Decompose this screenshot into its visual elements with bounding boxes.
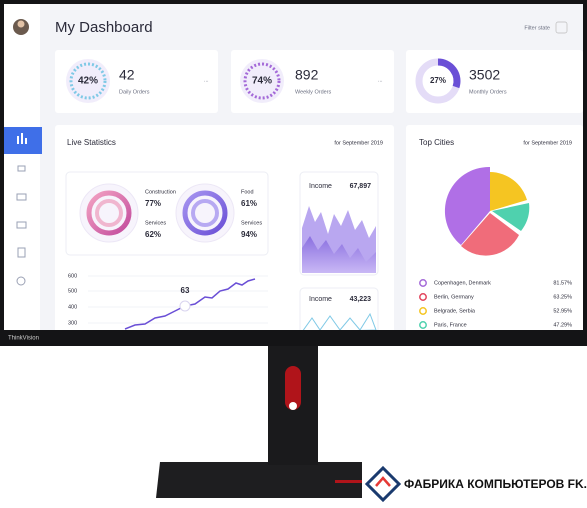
city-value: 81.57% (553, 280, 572, 286)
card-label: Daily Orders (119, 89, 150, 95)
ring-value: 61% (241, 199, 257, 208)
ring (182, 190, 228, 236)
card: 74% 892 Weekly Orders ... (231, 50, 394, 113)
area (302, 236, 376, 273)
pie-slice (490, 172, 527, 211)
card-percent: 74% (252, 76, 272, 87)
ring-label: Construction (145, 189, 176, 195)
period-select[interactable]: for September 2019 (334, 140, 383, 146)
screen: My Dashboard Filter state 42% 42 Daily O… (4, 4, 583, 330)
y-tick-label: 600 (68, 273, 77, 279)
avatar-face (17, 20, 25, 28)
ring (95, 199, 123, 227)
ring-label: Food (241, 189, 254, 195)
city-value: 63.25% (553, 294, 572, 300)
panel-title: Live Statistics (67, 138, 116, 147)
income-card (299, 287, 379, 330)
pie-slice (444, 166, 490, 245)
ring-value: 77% (145, 199, 161, 208)
ring-value: 94% (241, 230, 257, 239)
income-label: Income (309, 183, 332, 190)
nav-icon (25, 138, 27, 144)
watermark-logo (364, 465, 402, 503)
area-line (302, 312, 377, 330)
nav-icons-part[interactable] (17, 247, 26, 258)
card-value: 892 (295, 67, 319, 83)
nav-icons-part[interactable] (16, 193, 27, 201)
card-menu[interactable]: ... (204, 77, 209, 83)
watermark-text: ФАБРИКА КОМПЬЮТЕРОВ FK.BY (404, 477, 587, 491)
legend-dot (419, 293, 427, 301)
card-percent: 27% (430, 76, 446, 85)
city-value: 47.29% (553, 322, 572, 328)
y-tick-label: 300 (68, 320, 77, 326)
income-label: Income (309, 296, 332, 303)
legend-dot (419, 307, 427, 315)
grid (88, 275, 268, 324)
ring-label: Services (241, 220, 262, 226)
cable-light (289, 402, 297, 410)
card-value: 3502 (469, 67, 500, 83)
card: 27% 3502 Monthly Orders (406, 50, 583, 113)
card-label: Monthly Orders (469, 89, 507, 95)
filter-label[interactable]: Filter state (524, 25, 550, 31)
legend-dot (419, 279, 427, 287)
base-accent (335, 480, 365, 483)
card-value: 42 (119, 67, 135, 83)
panel-title: Top Cities (419, 138, 454, 147)
y-tick-label: 500 (68, 288, 77, 294)
income-value: 67,897 (350, 183, 372, 190)
income-value: 43,223 (350, 296, 372, 303)
city-name: Paris, France (434, 322, 467, 328)
nav-icon (17, 136, 19, 144)
nav-icons-part[interactable] (16, 276, 26, 286)
ring (69, 62, 107, 100)
pie-slice (492, 203, 530, 231)
watermark-logo (375, 476, 391, 487)
filter-icon[interactable] (555, 21, 568, 34)
legend-dot (419, 321, 427, 329)
card: 42% 42 Daily Orders ... (55, 50, 218, 113)
page-title: My Dashboard (55, 19, 153, 36)
nav-icons-part[interactable] (16, 221, 27, 229)
city-value: 52.95% (553, 308, 572, 314)
city-name: Berlin, Germany (434, 294, 474, 300)
card-label: Weekly Orders (295, 89, 332, 95)
cable-hole (285, 366, 301, 410)
brand-logo: ThinkVision (8, 336, 39, 342)
ring (437, 58, 461, 89)
y-tick-label: 400 (68, 304, 77, 310)
ring-value: 62% (145, 230, 161, 239)
ring (191, 199, 219, 227)
nav-icons[interactable] (16, 165, 27, 286)
point-label: 63 (181, 286, 190, 295)
sidebar (4, 4, 40, 330)
city-name: Belgrade, Serbia (434, 308, 476, 314)
line-point[interactable] (179, 300, 191, 312)
ring (86, 190, 132, 236)
pie-slice (461, 213, 519, 256)
card-percent: 42% (78, 76, 98, 87)
ring (243, 62, 281, 100)
city-name: Copenhagen, Denmark (434, 280, 491, 286)
nav-icons-part[interactable] (17, 165, 26, 172)
card-menu[interactable]: ... (378, 77, 383, 83)
line (124, 278, 256, 330)
nav-icon (21, 133, 23, 144)
period-select[interactable]: for September 2019 (523, 140, 572, 146)
stand-base (156, 462, 404, 498)
ring-label: Services (145, 220, 166, 226)
